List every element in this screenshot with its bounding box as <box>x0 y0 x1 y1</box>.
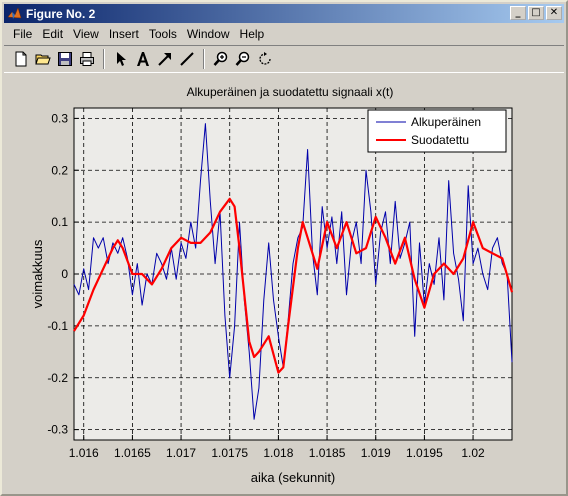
plot-title: Alkuperäinen ja suodatettu signaali x(t) <box>187 85 394 99</box>
x-axis-label: aika (sekunnit) <box>251 470 336 485</box>
select-button[interactable] <box>110 48 132 70</box>
minimize-button[interactable]: _ <box>510 6 526 20</box>
menu-edit[interactable]: Edit <box>42 26 64 41</box>
menu-view[interactable]: View <box>73 26 99 41</box>
title-bar[interactable]: Figure No. 2 _ □ ✕ <box>4 4 564 23</box>
insert-line-button[interactable] <box>176 48 198 70</box>
print-button[interactable] <box>76 48 98 70</box>
line-icon <box>180 52 194 66</box>
new-file-icon <box>15 51 27 67</box>
toolbar-separator <box>103 49 105 69</box>
x-tick-label: 1.0185 <box>309 446 346 460</box>
x-tick-label: 1.0165 <box>114 446 151 460</box>
plot-svg[interactable]: Alkuperäinen ja suodatettu signaali x(t)… <box>4 74 564 494</box>
maximize-button[interactable]: □ <box>528 6 544 20</box>
zoom-out-button[interactable] <box>232 48 254 70</box>
y-axis-ticks: -0.3 -0.2 -0.1 0 0.1 0.2 0.3 <box>47 111 79 437</box>
x-tick-label: 1.018 <box>263 446 293 460</box>
open-button[interactable] <box>32 48 54 70</box>
text-a-icon <box>137 52 149 66</box>
close-button[interactable]: ✕ <box>546 6 562 20</box>
grid-lines <box>74 108 512 440</box>
series-filtered-line <box>73 197 514 374</box>
x-tick-label: 1.016 <box>69 446 99 460</box>
x-tick-label: 1.017 <box>166 446 196 460</box>
insert-text-button[interactable] <box>132 48 154 70</box>
x-tick-label: 1.0175 <box>211 446 248 460</box>
new-file-button[interactable] <box>10 48 32 70</box>
print-icon <box>80 52 94 66</box>
arrow-icon <box>158 53 171 66</box>
x-tick-label: 1.019 <box>361 446 391 460</box>
legend-box <box>367 109 507 153</box>
zoom-in-button[interactable] <box>210 48 232 70</box>
y-tick-label: 0.2 <box>51 163 68 177</box>
menu-help[interactable]: Help <box>239 26 265 41</box>
y-tick-label: 0 <box>61 267 68 281</box>
toolbar <box>4 45 564 73</box>
pointer-arrow-icon <box>117 52 126 66</box>
y-tick-label: -0.2 <box>47 371 68 385</box>
y-tick-label: 0.1 <box>51 215 68 229</box>
matlab-app-icon <box>7 6 22 21</box>
x-tick-label: 1.0195 <box>406 446 443 460</box>
menu-bar: File Edit View Insert Tools Window Help <box>4 24 564 43</box>
legend: Alkuperäinen Suodatettu <box>367 109 507 153</box>
menu-window[interactable]: Window <box>186 26 230 41</box>
toolbar-separator <box>203 49 205 69</box>
y-tick-label: 0.3 <box>51 111 68 125</box>
menu-file[interactable]: File <box>13 26 33 41</box>
legend-label-filtered: Suodatettu <box>411 133 469 147</box>
menu-tools[interactable]: Tools <box>148 26 177 41</box>
series-layer <box>73 123 514 420</box>
zoom-in-icon <box>213 51 228 66</box>
x-tick-label: 1.02 <box>461 446 485 460</box>
save-button[interactable] <box>54 48 76 70</box>
save-icon <box>58 52 72 66</box>
insert-arrow-button[interactable] <box>154 48 176 70</box>
y-tick-label: -0.1 <box>47 319 68 333</box>
zoom-out-icon <box>235 51 250 66</box>
rotate-icon <box>259 52 271 65</box>
window-title: Figure No. 2 <box>26 6 96 21</box>
series-original-line <box>73 123 513 420</box>
x-axis-ticks: 1.016 1.0165 1.017 1.0175 1.018 1.0185 1.019 1.… <box>69 435 485 460</box>
open-folder-icon <box>35 54 51 65</box>
axes-box <box>73 107 513 441</box>
figure-canvas[interactable]: Alkuperäinen ja suodatettu signaali x(t)… <box>4 74 564 494</box>
rotate-button[interactable] <box>254 48 276 70</box>
y-tick-label: -0.3 <box>47 423 68 437</box>
menu-insert[interactable]: Insert <box>108 26 139 41</box>
legend-label-original: Alkuperäinen <box>411 115 481 129</box>
y-axis-label: voimakkuus <box>30 239 45 308</box>
